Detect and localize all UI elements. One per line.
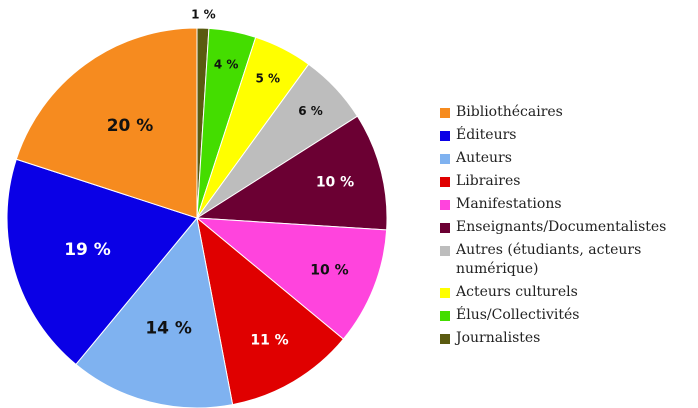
legend-label: Autres (étudiants, acteurs numérique) bbox=[456, 242, 642, 277]
legend-item: Journalistes bbox=[440, 329, 695, 348]
legend-label: Auteurs bbox=[456, 150, 512, 166]
legend-item: Élus/Collectivités bbox=[440, 306, 695, 325]
legend-item: Acteurs culturels bbox=[440, 283, 695, 302]
legend-swatch bbox=[440, 154, 450, 164]
legend-label: Libraires bbox=[456, 173, 521, 189]
legend-swatch bbox=[440, 131, 450, 141]
data-label: 20 % bbox=[107, 116, 154, 136]
chart: 1 % 4 % 5 % 6 % 10 % 10 % 11 % 14 % 19 % 20 % bbox=[6, 7, 388, 408]
slice bbox=[196, 216, 345, 406]
legend-label: Élus/Collectivités bbox=[456, 307, 580, 323]
data-label: 10 % bbox=[310, 262, 348, 278]
slice bbox=[6, 158, 198, 366]
data-label: 5 % bbox=[255, 72, 280, 86]
legend-label: Acteurs culturels bbox=[456, 284, 578, 300]
legend-swatch bbox=[440, 334, 450, 344]
legend-item: Bibliothécaires bbox=[440, 103, 695, 122]
data-label: 19 % bbox=[64, 240, 111, 260]
legend-swatch bbox=[440, 311, 450, 321]
legend-item: Libraires bbox=[440, 172, 695, 191]
legend-item: Enseignants/Documentalistes bbox=[440, 218, 695, 237]
slice bbox=[75, 216, 234, 408]
legend: Bibliothécaires Éditeurs Auteurs Libraires M… bbox=[440, 103, 695, 348]
data-label: 11 % bbox=[250, 333, 288, 349]
legend-item: Autres (étudiants, acteurs numérique) bbox=[440, 241, 695, 279]
legend-label: Éditeurs bbox=[456, 127, 517, 143]
slice bbox=[195, 115, 388, 231]
legend-item: Manifestations bbox=[440, 195, 695, 214]
legend-swatch bbox=[440, 246, 450, 256]
legend-label: Manifestations bbox=[456, 196, 562, 212]
legend-swatch bbox=[440, 200, 450, 210]
slice bbox=[195, 217, 388, 340]
data-label: 14 % bbox=[145, 318, 192, 338]
legend-swatch bbox=[440, 223, 450, 233]
data-label: 10 % bbox=[316, 175, 354, 191]
legend-swatch bbox=[440, 177, 450, 187]
data-label: 6 % bbox=[298, 104, 323, 118]
data-label: 1 % bbox=[191, 7, 216, 21]
legend-label: Journalistes bbox=[456, 330, 541, 346]
legend-swatch bbox=[440, 288, 450, 298]
legend-label: Enseignants/Documentalistes bbox=[456, 219, 667, 235]
legend-item: Éditeurs bbox=[440, 126, 695, 145]
data-label: 4 % bbox=[214, 57, 239, 71]
slice bbox=[15, 27, 198, 219]
legend-label: Bibliothécaires bbox=[456, 104, 563, 120]
legend-swatch bbox=[440, 108, 450, 118]
legend-item: Auteurs bbox=[440, 149, 695, 168]
